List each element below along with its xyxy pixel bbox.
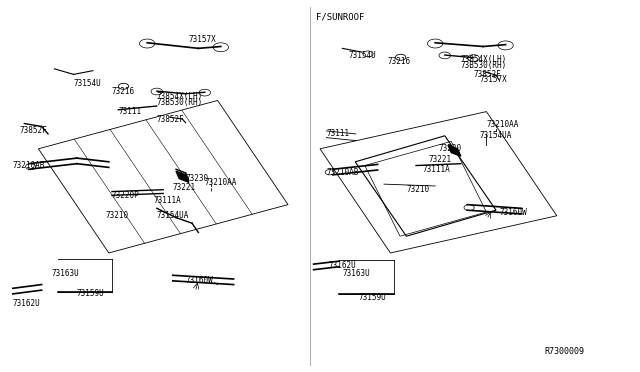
Text: 73221: 73221 [173, 183, 196, 192]
Text: 73852F: 73852F [474, 70, 501, 79]
Text: 73160W: 73160W [186, 276, 213, 285]
Text: 73163U: 73163U [51, 269, 79, 278]
Text: 73210: 73210 [106, 211, 129, 220]
Polygon shape [176, 171, 189, 182]
Text: 73111A: 73111A [154, 196, 181, 205]
Text: 73216: 73216 [112, 87, 135, 96]
Text: 73154U: 73154U [349, 51, 376, 60]
Text: 73162U: 73162U [13, 299, 40, 308]
Text: 73160W: 73160W [499, 208, 527, 217]
Text: R7300009: R7300009 [544, 347, 584, 356]
Text: 73111A: 73111A [422, 165, 450, 174]
Text: 73221: 73221 [429, 155, 452, 164]
Polygon shape [448, 145, 461, 156]
Text: 73157X: 73157X [480, 76, 508, 84]
Text: 73220P: 73220P [112, 191, 140, 200]
Text: 73111: 73111 [118, 107, 141, 116]
Text: 73852F: 73852F [19, 126, 47, 135]
Text: 73230: 73230 [186, 174, 209, 183]
Text: 73159U: 73159U [77, 289, 104, 298]
Text: F/SUNROOF: F/SUNROOF [316, 12, 364, 21]
Text: 73852F: 73852F [157, 115, 184, 124]
Text: 73216: 73216 [387, 57, 410, 66]
Text: 73B530(RH): 73B530(RH) [157, 98, 203, 107]
Text: 73210AB: 73210AB [13, 161, 45, 170]
Text: 73210AA: 73210AA [486, 120, 519, 129]
Text: 73B530(RH): 73B530(RH) [461, 61, 507, 70]
Text: 73154UA: 73154UA [157, 211, 189, 220]
Text: 73210AB: 73210AB [326, 169, 359, 177]
Text: 73230: 73230 [438, 144, 461, 153]
Text: 73111: 73111 [326, 129, 349, 138]
Text: 73163U: 73163U [342, 269, 370, 278]
Text: 73159U: 73159U [358, 293, 386, 302]
Text: 73157X: 73157X [189, 35, 216, 44]
Text: 73154UA: 73154UA [480, 131, 513, 140]
Text: 73154U: 73154U [74, 79, 101, 88]
Text: 73854X(LH): 73854X(LH) [157, 92, 203, 101]
Text: 73210: 73210 [406, 185, 429, 194]
Text: 73854X(LH): 73854X(LH) [461, 55, 507, 64]
Text: 73210AA: 73210AA [205, 178, 237, 187]
Text: 73162U: 73162U [328, 262, 356, 270]
